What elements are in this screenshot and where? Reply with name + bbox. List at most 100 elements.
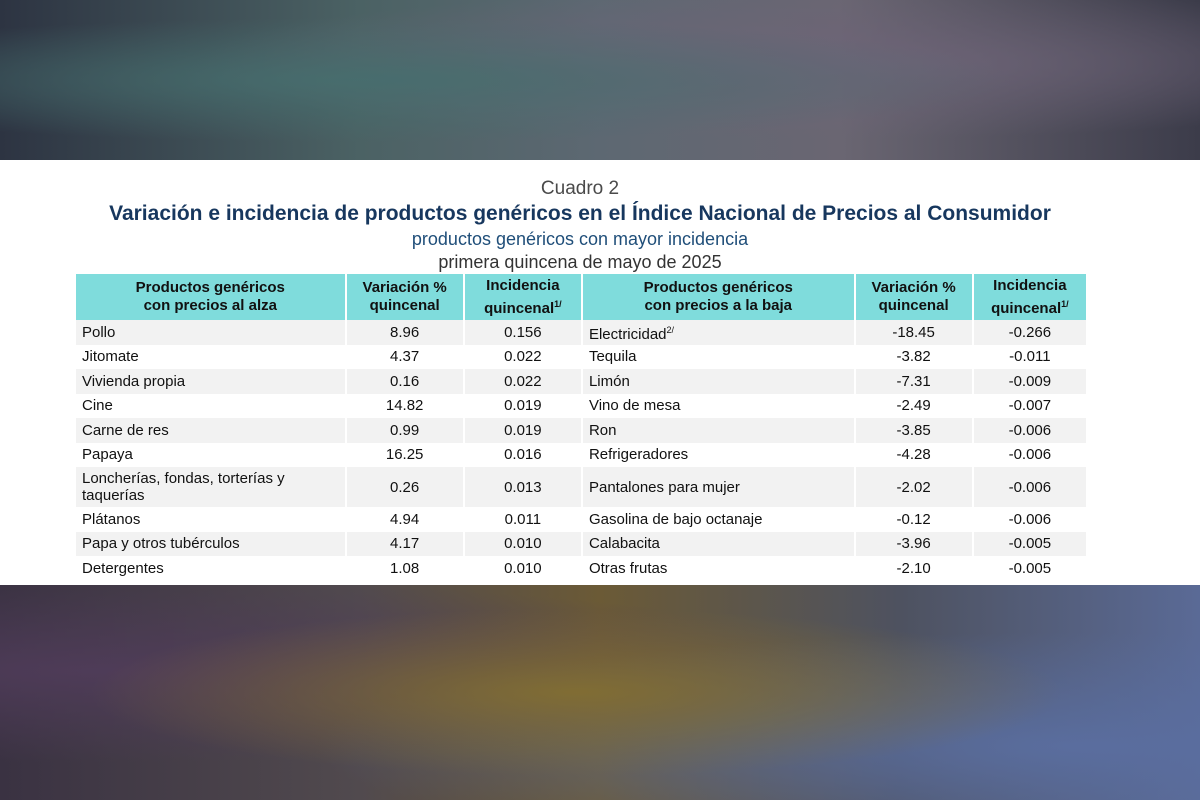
product-down-name: Refrigeradores <box>582 442 854 467</box>
product-down-incidence: -0.007 <box>973 393 1086 418</box>
blurred-background-bottom <box>0 585 1200 800</box>
header-products-down-line1: Productos genéricos <box>643 279 793 296</box>
product-up-name: Cine <box>76 393 345 418</box>
product-up-name: Papaya <box>76 442 345 467</box>
product-down-variation: -2.10 <box>855 556 972 581</box>
header-variation-down-line2: quincenal <box>878 297 949 314</box>
header-products-down-line2: con precios a la baja <box>644 297 793 314</box>
product-up-variation: 0.16 <box>346 369 463 394</box>
header-incidence-down-line1: Incidencia <box>993 276 1067 294</box>
product-down-variation: -18.45 <box>855 320 972 345</box>
product-up-variation: 4.37 <box>346 344 463 369</box>
product-down-incidence: -0.006 <box>973 467 1086 507</box>
price-incidence-table: Productos genéricos con precios al alza … <box>74 274 1088 581</box>
product-up-name: Detergentes <box>76 556 345 581</box>
header-variation-down-line1: Variación % <box>871 279 956 296</box>
table-subtitle: productos genéricos con mayor incidencia <box>411 229 749 249</box>
header-incidence-up-line1: Incidencia <box>486 276 560 294</box>
product-down-incidence: -0.006 <box>973 507 1086 532</box>
header-products-down: Productos genéricos con precios a la baj… <box>582 274 854 320</box>
product-down-variation: -2.49 <box>855 393 972 418</box>
header-products-up-line1: Productos genéricos <box>135 279 285 296</box>
header-variation-up-line2: quincenal <box>369 297 440 314</box>
product-up-name: Papa y otros tubérculos <box>76 531 345 556</box>
table-row: Cine 14.82 0.019 Vino de mesa -2.49 -0.0… <box>76 393 1086 418</box>
table-row: Pollo 8.96 0.156 Electricidad2/ -18.45 -… <box>76 320 1086 345</box>
table-row: Loncherías, fondas, torterías y taquería… <box>76 467 1086 507</box>
footnote-marker-1: 1/ <box>554 298 562 309</box>
product-down-variation: -7.31 <box>855 369 972 394</box>
product-down-variation: -3.82 <box>855 344 972 369</box>
product-up-incidence: 0.019 <box>464 393 581 418</box>
product-down-variation: -3.96 <box>855 531 972 556</box>
table-period: primera quincena de mayo de 2025 <box>438 252 722 272</box>
table-row: Papa y otros tubérculos 4.17 0.010 Calab… <box>76 531 1086 556</box>
footnote-marker-1: 1/ <box>1061 298 1069 309</box>
product-down-incidence: -0.006 <box>973 418 1086 443</box>
product-up-variation: 0.99 <box>346 418 463 443</box>
header-variation-down: Variación % quincenal <box>855 274 972 320</box>
header-incidence-up: Incidencia quincenal1/ <box>464 274 581 320</box>
product-down-incidence: -0.266 <box>973 320 1086 345</box>
product-down-incidence: -0.005 <box>973 531 1086 556</box>
product-down-incidence: -0.005 <box>973 556 1086 581</box>
product-down-name: Vino de mesa <box>582 393 854 418</box>
product-down-name: Limón <box>582 369 854 394</box>
product-up-incidence: 0.156 <box>464 320 581 345</box>
product-up-variation: 8.96 <box>346 320 463 345</box>
header-products-up: Productos genéricos con precios al alza <box>76 274 345 320</box>
product-up-incidence: 0.022 <box>464 344 581 369</box>
product-down-incidence: -0.006 <box>973 442 1086 467</box>
product-down-name: Tequila <box>582 344 854 369</box>
product-up-name: Vivienda propia <box>76 369 345 394</box>
header-incidence-down: Incidencia quincenal1/ <box>973 274 1086 320</box>
product-down-name: Gasolina de bajo octanaje <box>582 507 854 532</box>
table-row: Plátanos 4.94 0.011 Gasolina de bajo oct… <box>76 507 1086 532</box>
product-down-variation: -3.85 <box>855 418 972 443</box>
product-down-variation: -0.12 <box>855 507 972 532</box>
product-up-variation: 14.82 <box>346 393 463 418</box>
product-up-name: Loncherías, fondas, torterías y taquería… <box>76 467 345 507</box>
product-up-incidence: 0.010 <box>464 531 581 556</box>
header-incidence-up-line2: quincenal <box>484 299 555 317</box>
product-up-name: Jitomate <box>76 344 345 369</box>
product-up-variation: 1.08 <box>346 556 463 581</box>
product-up-incidence: 0.016 <box>464 442 581 467</box>
header-variation-up: Variación % quincenal <box>346 274 463 320</box>
blurred-background-top <box>0 0 1200 160</box>
header-variation-up-line1: Variación % <box>362 279 447 296</box>
product-up-variation: 16.25 <box>346 442 463 467</box>
product-down-name: Calabacita <box>582 531 854 556</box>
document-panel: Cuadro 2 Variación e incidencia de produ… <box>0 160 1200 585</box>
table-number: Cuadro 2 <box>540 178 620 199</box>
table-row: Jitomate 4.37 0.022 Tequila -3.82 -0.011 <box>76 344 1086 369</box>
product-down-name: Pantalones para mujer <box>582 467 854 507</box>
table-row: Detergentes 1.08 0.010 Otras frutas -2.1… <box>76 556 1086 581</box>
table-row: Papaya 16.25 0.016 Refrigeradores -4.28 … <box>76 442 1086 467</box>
product-down-incidence: -0.011 <box>973 344 1086 369</box>
product-up-incidence: 0.022 <box>464 369 581 394</box>
product-up-variation: 4.17 <box>346 531 463 556</box>
footnote-marker-2: 2/ <box>666 324 675 335</box>
table-row: Vivienda propia 0.16 0.022 Limón -7.31 -… <box>76 369 1086 394</box>
product-up-name: Plátanos <box>76 507 345 532</box>
product-down-variation: -4.28 <box>855 442 972 467</box>
product-up-incidence: 0.011 <box>464 507 581 532</box>
product-up-incidence: 0.019 <box>464 418 581 443</box>
product-up-name: Carne de res <box>76 418 345 443</box>
product-down-name: Ron <box>582 418 854 443</box>
product-down-name: Otras frutas <box>582 556 854 581</box>
product-up-variation: 4.94 <box>346 507 463 532</box>
product-up-incidence: 0.010 <box>464 556 581 581</box>
table-title: Variación e incidencia de productos gené… <box>109 202 1051 225</box>
product-down-variation: -2.02 <box>855 467 972 507</box>
table-header-row: Productos genéricos con precios al alza … <box>76 274 1086 320</box>
product-down-incidence: -0.009 <box>973 369 1086 394</box>
product-up-variation: 0.26 <box>346 467 463 507</box>
header-incidence-down-line2: quincenal <box>991 299 1062 317</box>
product-up-incidence: 0.013 <box>464 467 581 507</box>
product-up-name: Pollo <box>76 320 345 345</box>
table-row: Carne de res 0.99 0.019 Ron -3.85 -0.006 <box>76 418 1086 443</box>
header-products-up-line2: con precios al alza <box>143 297 277 314</box>
product-down-name: Electricidad2/ <box>582 320 854 345</box>
